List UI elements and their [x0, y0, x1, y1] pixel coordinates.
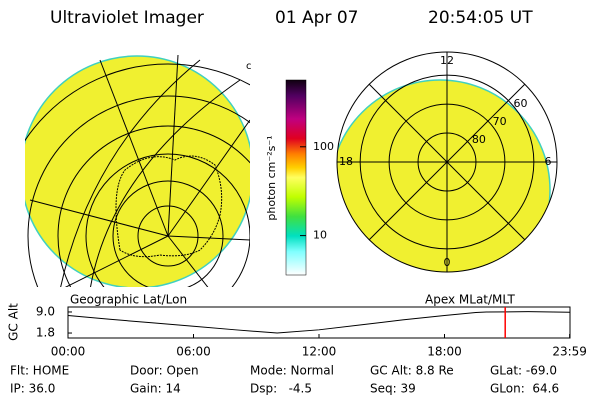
colorbar [285, 79, 307, 276]
y-axis-label: GC Alt [7, 303, 21, 341]
y-tick-label: 9.0 [36, 304, 55, 318]
status-field: Seq: 39 [370, 382, 416, 396]
altitude-line [67, 311, 571, 334]
mlt-label: 12 [440, 54, 454, 67]
mlt-label: 6 [545, 155, 552, 168]
mlt-label: 0 [444, 256, 451, 269]
status-field: Flt: HOME [10, 364, 69, 378]
colorbar-label: photon cm⁻²s⁻¹ [265, 135, 278, 220]
status-field: GLon: 64.6 [490, 382, 559, 396]
title: Ultraviolet Imager [50, 8, 204, 28]
polar-spoke [368, 83, 526, 241]
x-tick-label: 23:59 [552, 345, 587, 359]
image-label: c [246, 61, 252, 72]
status-field: GC Alt: 8.8 Re [370, 364, 454, 378]
polar-ring [388, 103, 506, 221]
polar-ring-label: 70 [493, 115, 507, 128]
polar-ring-label: 80 [472, 133, 486, 146]
status-field: GLat: -69.0 [490, 364, 557, 378]
colorbar-tick-label: 10 [313, 229, 327, 242]
status-field: Gain: 14 [130, 382, 181, 396]
colorbar-tick-label: 100 [313, 140, 334, 153]
y-tick-label: 1.8 [36, 326, 55, 340]
status-field: IP: 36.0 [10, 382, 55, 396]
polar-ring [417, 132, 477, 192]
x-tick-label: 00:00 [51, 345, 86, 359]
plot-title-right: Apex MLat/MLT [425, 293, 515, 307]
x-tick-label: 12:00 [302, 345, 337, 359]
plot-title-left: Geographic Lat/Lon [70, 293, 187, 307]
time: 20:54:05 UT [428, 8, 533, 28]
polar-ring-label: 60 [514, 97, 528, 110]
polar-ring [359, 74, 535, 250]
date: 01 Apr 07 [275, 8, 358, 28]
x-tick-label: 18:00 [427, 345, 462, 359]
left-image [25, 55, 250, 287]
status-field: Dsp: -4.5 [250, 382, 312, 396]
x-tick-label: 06:00 [176, 345, 211, 359]
status-field: Mode: Normal [250, 364, 334, 378]
mlt-label: 18 [339, 155, 353, 168]
status-field: Door: Open [130, 364, 199, 378]
